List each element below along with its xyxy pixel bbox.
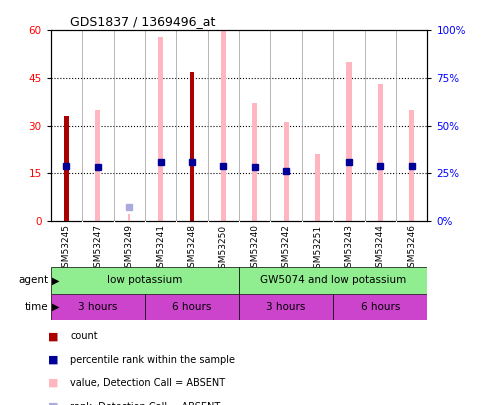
Text: agent: agent [18,275,48,286]
Bar [51,267,239,294]
Bar [51,294,145,320]
Bar [158,37,163,221]
Text: 3 hours: 3 hours [267,302,306,312]
Text: GSM53249: GSM53249 [125,224,134,273]
Bar [239,267,427,294]
Text: GSM53250: GSM53250 [219,224,228,273]
Text: GSM53242: GSM53242 [282,224,291,273]
Text: low potassium: low potassium [107,275,183,286]
Bar [252,103,257,221]
Text: value, Detection Call = ABSENT: value, Detection Call = ABSENT [70,378,225,388]
Bar [145,294,239,320]
Text: GSM53243: GSM53243 [344,224,354,273]
Bar [64,116,69,221]
Text: GSM53245: GSM53245 [62,224,71,273]
Text: GW5074 and low potassium: GW5074 and low potassium [260,275,406,286]
Text: ■: ■ [48,331,59,341]
Text: GSM53251: GSM53251 [313,224,322,273]
Bar [346,62,352,221]
Text: GSM53246: GSM53246 [407,224,416,273]
Bar [315,154,320,221]
Bar [95,110,100,221]
Bar [284,122,289,221]
Bar [378,84,383,221]
Text: count: count [70,331,98,341]
Bar [333,294,427,320]
Text: time: time [25,302,48,312]
Text: GSM53244: GSM53244 [376,224,385,273]
Text: GSM53240: GSM53240 [250,224,259,273]
Text: ▶: ▶ [52,302,59,312]
Text: GSM53248: GSM53248 [187,224,197,273]
Text: GSM53241: GSM53241 [156,224,165,273]
Bar [221,30,226,221]
Text: 6 hours: 6 hours [172,302,212,312]
Text: ■: ■ [48,355,59,364]
Text: ▶: ▶ [52,275,59,286]
Text: 3 hours: 3 hours [78,302,117,312]
Bar [409,110,414,221]
Text: ■: ■ [48,378,59,388]
Text: ■: ■ [48,402,59,405]
Text: GSM53247: GSM53247 [93,224,102,273]
Bar [128,214,130,221]
Bar [97,110,99,221]
Text: GDS1837 / 1369496_at: GDS1837 / 1369496_at [70,15,215,28]
Bar [239,294,333,320]
Bar [190,72,194,221]
Text: percentile rank within the sample: percentile rank within the sample [70,355,235,364]
Text: 6 hours: 6 hours [361,302,400,312]
Text: rank, Detection Call = ABSENT: rank, Detection Call = ABSENT [70,402,220,405]
